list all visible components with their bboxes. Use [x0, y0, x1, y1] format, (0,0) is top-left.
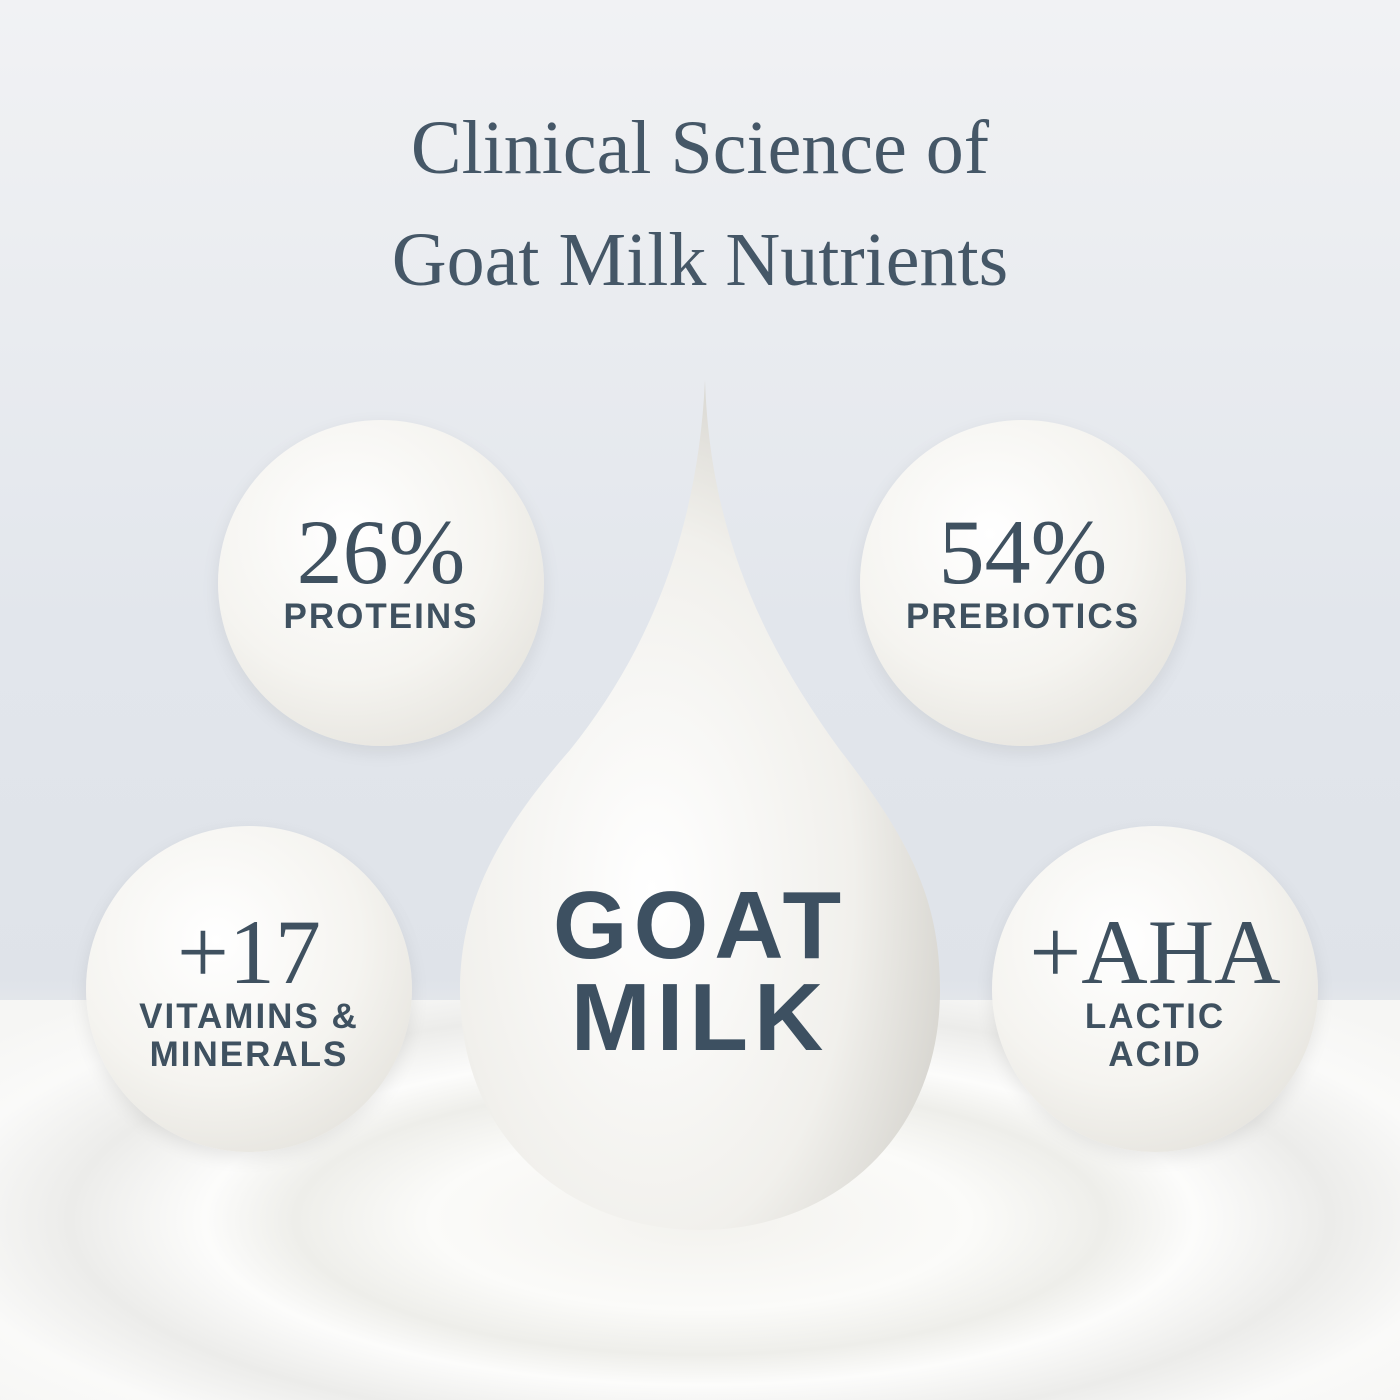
bubble-label-2: ACID: [1108, 1035, 1202, 1074]
title-line-2: Goat Milk Nutrients: [391, 218, 1009, 302]
goat-text: GOAT: [552, 872, 848, 979]
page-title: Clinical Science of Goat Milk Nutrients: [0, 92, 1400, 316]
title-line-1: Clinical Science of: [410, 106, 990, 190]
bubble-proteins: 26% PROTEINS: [218, 420, 544, 746]
bubble-value: 54%: [938, 501, 1108, 603]
bubble-vitamins: +17 VITAMINS & MINERALS: [86, 826, 412, 1152]
milk-text: MILK: [570, 964, 830, 1071]
bubble-value: 26%: [296, 501, 466, 603]
bubble-label: PROTEINS: [283, 597, 479, 636]
bubble-value: +17: [177, 901, 321, 1003]
bubble-label: VITAMINS &: [139, 997, 359, 1036]
bubble-value: +AHA: [1029, 901, 1281, 1003]
goat-milk-label: GOAT MILK: [460, 872, 940, 1071]
milk-drop-illustration: [460, 380, 940, 1230]
bubble-label: PREBIOTICS: [906, 597, 1140, 636]
bubble-prebiotics: 54% PREBIOTICS: [860, 420, 1186, 746]
bubble-label-2: MINERALS: [149, 1035, 349, 1074]
bubble-label: LACTIC: [1084, 997, 1226, 1036]
bubble-aha: +AHA LACTIC ACID: [992, 826, 1318, 1152]
